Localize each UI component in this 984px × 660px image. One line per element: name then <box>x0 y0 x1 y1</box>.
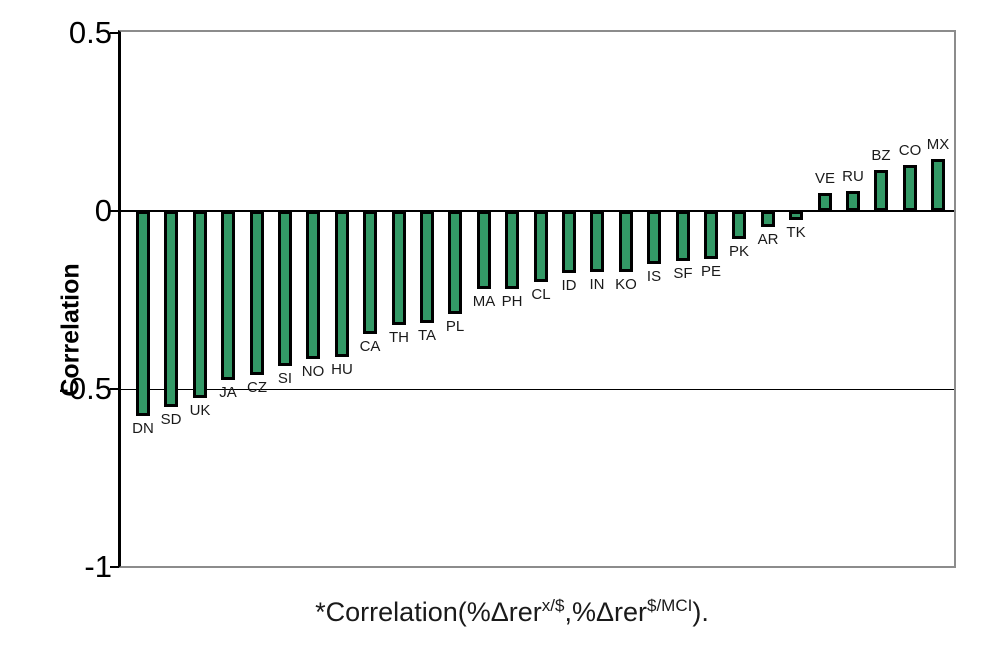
bar-NO <box>306 211 320 359</box>
y-tick-label--1: -1 <box>84 549 112 584</box>
bar-DN <box>136 211 150 416</box>
y-tick-mark-0 <box>110 210 119 212</box>
bar-label-TH: TH <box>389 329 409 346</box>
bar-JA <box>221 211 235 380</box>
bar-AR <box>761 211 775 227</box>
bar-label-BZ: BZ <box>871 147 891 164</box>
bar-label-CZ: CZ <box>247 379 267 396</box>
y-tick-mark-0.5 <box>110 32 119 34</box>
bar-label-TA: TA <box>417 327 437 344</box>
bar-label-SF: SF <box>673 265 693 282</box>
bar-label-RU: RU <box>842 168 864 185</box>
chart-caption: *Correlation(%Δrerx/$,%Δrer$/MCI). <box>40 597 984 628</box>
caption-text-3: ). <box>692 597 709 627</box>
bar-RU <box>846 191 860 211</box>
bar-PH <box>505 211 519 289</box>
bar-PK <box>732 211 746 239</box>
bar-label-IS: IS <box>646 268 662 285</box>
bar-UK <box>193 211 207 398</box>
bar-label-SD: SD <box>160 411 182 428</box>
y-tick-label-0.5: 0.5 <box>68 15 112 50</box>
bar-label-PH: PH <box>501 293 523 310</box>
bar-label-VE: VE <box>814 170 836 187</box>
bar-label-MX: MX <box>926 136 950 153</box>
bar-ID <box>562 211 576 273</box>
bar-HU <box>335 211 349 357</box>
bar-CA <box>363 211 377 334</box>
bar-IS <box>647 211 661 264</box>
bar-label-PE: PE <box>700 263 722 280</box>
plot-area: DN SD UK JA CZ SI NO HU CA TH TA PL MA PH CL ID IN KO IS SF… <box>118 30 956 568</box>
bar-label-TK: TK <box>786 224 806 241</box>
caption-superscript-2: $/MCI <box>647 596 693 615</box>
bar-label-JA: JA <box>219 384 237 401</box>
bar-label-PK: PK <box>728 243 750 260</box>
bar-CL <box>534 211 548 282</box>
y-tick-label-0: 0 <box>94 193 112 228</box>
bar-label-AR: AR <box>757 231 779 248</box>
bar-MA <box>477 211 491 289</box>
bar-TA <box>420 211 434 323</box>
bar-label-UK: UK <box>189 402 211 419</box>
y-axis-title: Correlation <box>56 263 85 397</box>
bar-label-PL: PL <box>445 318 465 335</box>
bar-BZ <box>874 170 888 211</box>
bar-label-IN: IN <box>589 276 605 293</box>
bar-PL <box>448 211 462 314</box>
bar-label-CL: CL <box>531 286 551 303</box>
bar-SI <box>278 211 292 366</box>
y-tick-mark--0.5 <box>110 388 119 390</box>
bar-label-DN: DN <box>132 420 154 437</box>
gridline--0.5 <box>121 389 954 390</box>
bar-SD <box>164 211 178 407</box>
bar-PE <box>704 211 718 259</box>
bar-label-MA: MA <box>472 293 496 310</box>
bar-VE <box>818 193 832 211</box>
bar-label-ID: ID <box>561 277 577 294</box>
bar-TH <box>392 211 406 325</box>
bar-label-SI: SI <box>277 370 293 387</box>
caption-superscript-1: x/$ <box>541 596 565 615</box>
bar-label-CA: CA <box>359 338 381 355</box>
bar-label-NO: NO <box>301 363 325 380</box>
bar-KO <box>619 211 633 272</box>
bar-TK <box>789 211 803 220</box>
bar-CO <box>903 165 917 211</box>
bar-IN <box>590 211 604 272</box>
bar-label-KO: KO <box>615 276 637 293</box>
bar-label-CO: CO <box>898 142 922 159</box>
bar-MX <box>931 159 945 211</box>
caption-text-2: ,%Δrer <box>564 597 647 627</box>
bar-SF <box>676 211 690 261</box>
bar-label-HU: HU <box>331 361 353 378</box>
caption-text-1: *Correlation(%Δrer <box>315 597 542 627</box>
y-tick-mark--1 <box>110 566 119 568</box>
y-tick-label--0.5: -0.5 <box>58 371 112 406</box>
bar-CZ <box>250 211 264 375</box>
